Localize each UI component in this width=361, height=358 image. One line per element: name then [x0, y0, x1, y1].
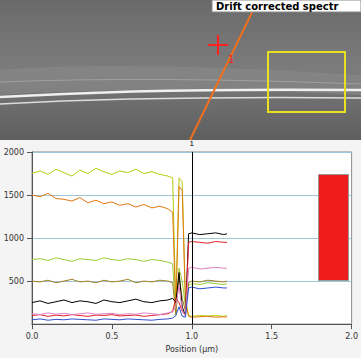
svg-text:500: 500 [9, 277, 24, 286]
svg-text:1.0: 1.0 [185, 332, 198, 341]
svg-text:2.0: 2.0 [345, 332, 358, 341]
svg-text:0.5: 0.5 [106, 332, 119, 341]
svg-text:1500: 1500 [4, 191, 24, 200]
svg-text:1: 1 [190, 140, 195, 148]
svg-text:1000: 1000 [4, 234, 24, 243]
svg-text:1.5: 1.5 [265, 332, 278, 341]
svg-text:2000: 2000 [4, 148, 24, 157]
svg-text:0.0: 0.0 [26, 332, 39, 341]
svg-text:Drift corrected spectr: Drift corrected spectr [216, 1, 338, 12]
svg-text:Position (µm): Position (µm) [165, 345, 218, 354]
svg-text:1: 1 [228, 54, 234, 65]
